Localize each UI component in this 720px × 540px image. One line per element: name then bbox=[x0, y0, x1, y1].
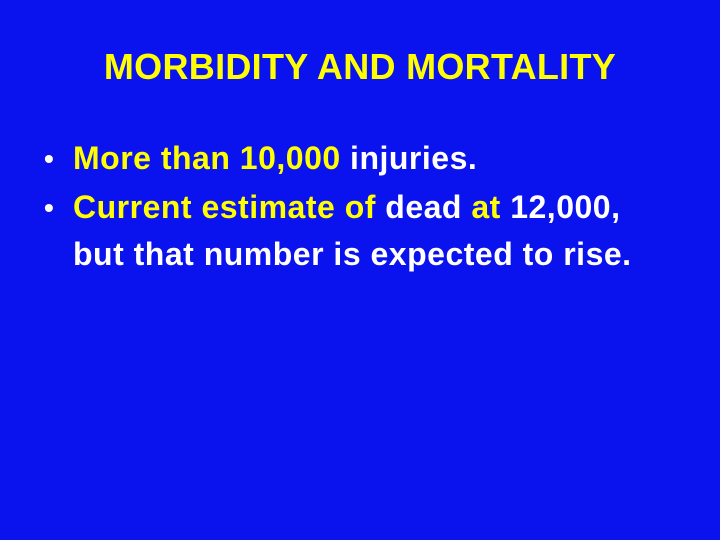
highlight-text: More than 10,000 bbox=[73, 140, 341, 176]
bullet-list: • More than 10,000 injuries. • Current est… bbox=[44, 135, 644, 280]
bullet-item: • More than 10,000 injuries. bbox=[44, 135, 644, 182]
bullet-dot-icon: • bbox=[44, 143, 55, 174]
slide-title: MORBIDITY AND MORTALITY bbox=[103, 46, 617, 87]
body-text: dead bbox=[375, 189, 472, 225]
highlight-text: Current estimate of bbox=[73, 189, 376, 225]
body-text: 12,000, but that number is expected to r… bbox=[73, 189, 632, 272]
body-text: injuries. bbox=[340, 140, 478, 176]
bullet-dot-icon: • bbox=[44, 192, 55, 223]
bullet-item: • Current estimate of dead at 12,000, but… bbox=[44, 184, 644, 278]
highlight-text: at bbox=[471, 189, 501, 225]
